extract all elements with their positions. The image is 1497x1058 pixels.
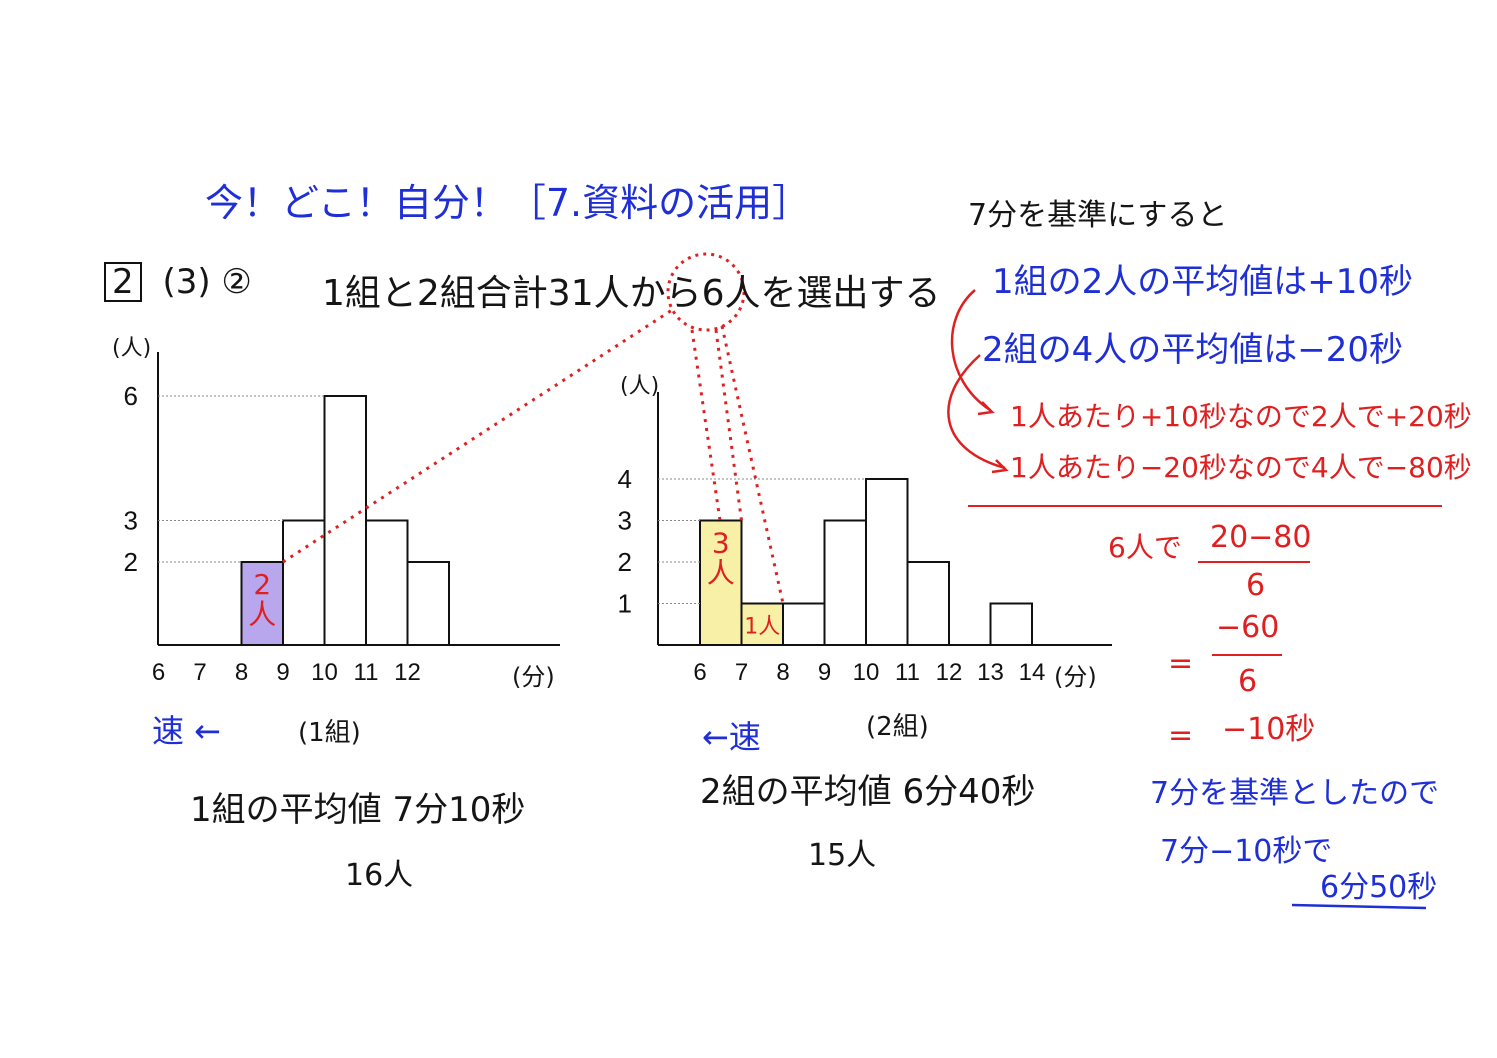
chart2-direction-note: ←速: [702, 718, 761, 756]
arrowhead-1: [977, 401, 995, 416]
frac1-denominator: 6: [1246, 568, 1266, 603]
chart2-caption: (2組): [866, 712, 929, 742]
chart1-xtick-label: 6: [152, 659, 165, 686]
chart1-highlight-label: 2: [253, 568, 271, 601]
chart1-bar-10-11: [365, 519, 409, 646]
chart2-bar-13-14: [989, 602, 1033, 646]
bracket-arrow-2: [947, 354, 1006, 470]
chart1-ytick-label: 2: [124, 547, 138, 577]
chart1-count: 16人: [345, 858, 414, 893]
problem-header: 2 (3) ②: [104, 262, 252, 302]
chart1-mean: 1組の平均値 7分10秒: [190, 790, 526, 830]
note-red2: 1人あたり−20秒なので4人で−80秒: [1010, 451, 1472, 484]
chart2-bar-6-7: [699, 519, 743, 646]
chart1-highlight-label: 人: [248, 598, 276, 631]
chart2-xlabel: (分): [1054, 663, 1097, 691]
conclusion-line1: 7分を基準としたので: [1150, 776, 1440, 811]
chart2-ylabel: (人): [620, 374, 660, 399]
chart2-xtick-label: 10: [853, 659, 880, 686]
chart2-xtick-label: 8: [776, 659, 789, 686]
chart1-direction-note: 速 ←: [152, 712, 221, 750]
chart2-ytick-label: 1: [618, 589, 632, 619]
connector-line-chart2-a: [690, 329, 722, 521]
chart2-xtick-label: 12: [936, 659, 963, 686]
chart2-xtick-label: 7: [735, 659, 748, 686]
chart2-highlight-label: 人: [707, 557, 735, 590]
chart2-count: 15人: [808, 838, 877, 873]
chart1-xtick-label: 10: [311, 659, 338, 686]
chart1-bar-11-12: [406, 561, 450, 646]
chart1-xtick-label: 8: [235, 659, 248, 686]
chart2-xtick-label: 6: [693, 659, 706, 686]
chart2-ytick-label: 2: [618, 547, 632, 577]
equals-2: =: [1168, 718, 1194, 753]
chart2-highlight-label: 3: [712, 527, 730, 560]
note-line1: 1組の2人の平均値は+10秒: [992, 262, 1414, 302]
chart2-xtick-label: 13: [977, 659, 1004, 686]
bracket-arrow-1: [950, 289, 991, 412]
chart1-caption: (1組): [298, 718, 361, 748]
frac1-numerator: 20−80: [1210, 520, 1312, 555]
frac2-denominator: 6: [1238, 664, 1258, 699]
chart1-ylabel: (人): [112, 336, 152, 361]
problem-number: 2: [104, 262, 142, 302]
page-title: 今！どこ！自分！［7.資料の活用］: [205, 181, 811, 225]
note-line2: 2組の4人の平均値は−20秒: [982, 330, 1404, 370]
final-answer: 6分50秒: [1320, 870, 1438, 905]
chart2-bar-11-12: [906, 561, 950, 646]
frac2-numerator: −60: [1216, 610, 1280, 645]
arrowhead-2: [991, 459, 1009, 474]
chart1-bar-8-9: [282, 519, 326, 646]
note-red1: 1人あたり+10秒なので2人で+20秒: [1010, 400, 1472, 433]
chart2-xtick-label: 11: [895, 659, 920, 686]
chart2-highlight-label: 1人: [744, 615, 780, 640]
chart1-xtick-label: 7: [193, 659, 206, 686]
chart2-ytick-label: 3: [618, 506, 632, 536]
problem-statement: 1組と2組合計31人から6人を選出する: [322, 273, 941, 314]
chart1-xtick-label: 11: [354, 659, 379, 686]
selection-circle: [666, 252, 746, 332]
chart2-bar-7-8: [740, 602, 784, 646]
chart2-bar-10-11: [865, 478, 909, 646]
chart2-ytick-label: 4: [618, 464, 632, 494]
chart2-xtick-label: 9: [818, 659, 831, 686]
conclusion-line2: 7分−10秒で: [1160, 834, 1333, 869]
connector-line-chart2-b: [714, 329, 743, 521]
equals-1: =: [1168, 646, 1194, 681]
connector-line-chart2-c: [720, 325, 785, 604]
chart1-xtick-label: 9: [276, 659, 289, 686]
chart2-bar-8-9: [782, 602, 826, 646]
chart1-xtick-label: 12: [394, 659, 421, 686]
problem-sub: (3) ②: [162, 262, 252, 302]
note-baseline: 7分を基準にすると: [968, 198, 1228, 233]
chart1-ytick-label: 6: [124, 381, 138, 411]
chart2-xtick-label: 14: [1019, 659, 1046, 686]
chart1-ytick-label: 3: [124, 506, 138, 536]
chart2-mean: 2組の平均値 6分40秒: [700, 772, 1036, 812]
answer-underline: [1291, 903, 1427, 910]
chart2-bar-9-10: [823, 519, 867, 646]
calc-label: 6人で: [1108, 531, 1182, 564]
chart1-xlabel: (分): [512, 663, 555, 691]
calc-result: −10秒: [1222, 712, 1316, 747]
